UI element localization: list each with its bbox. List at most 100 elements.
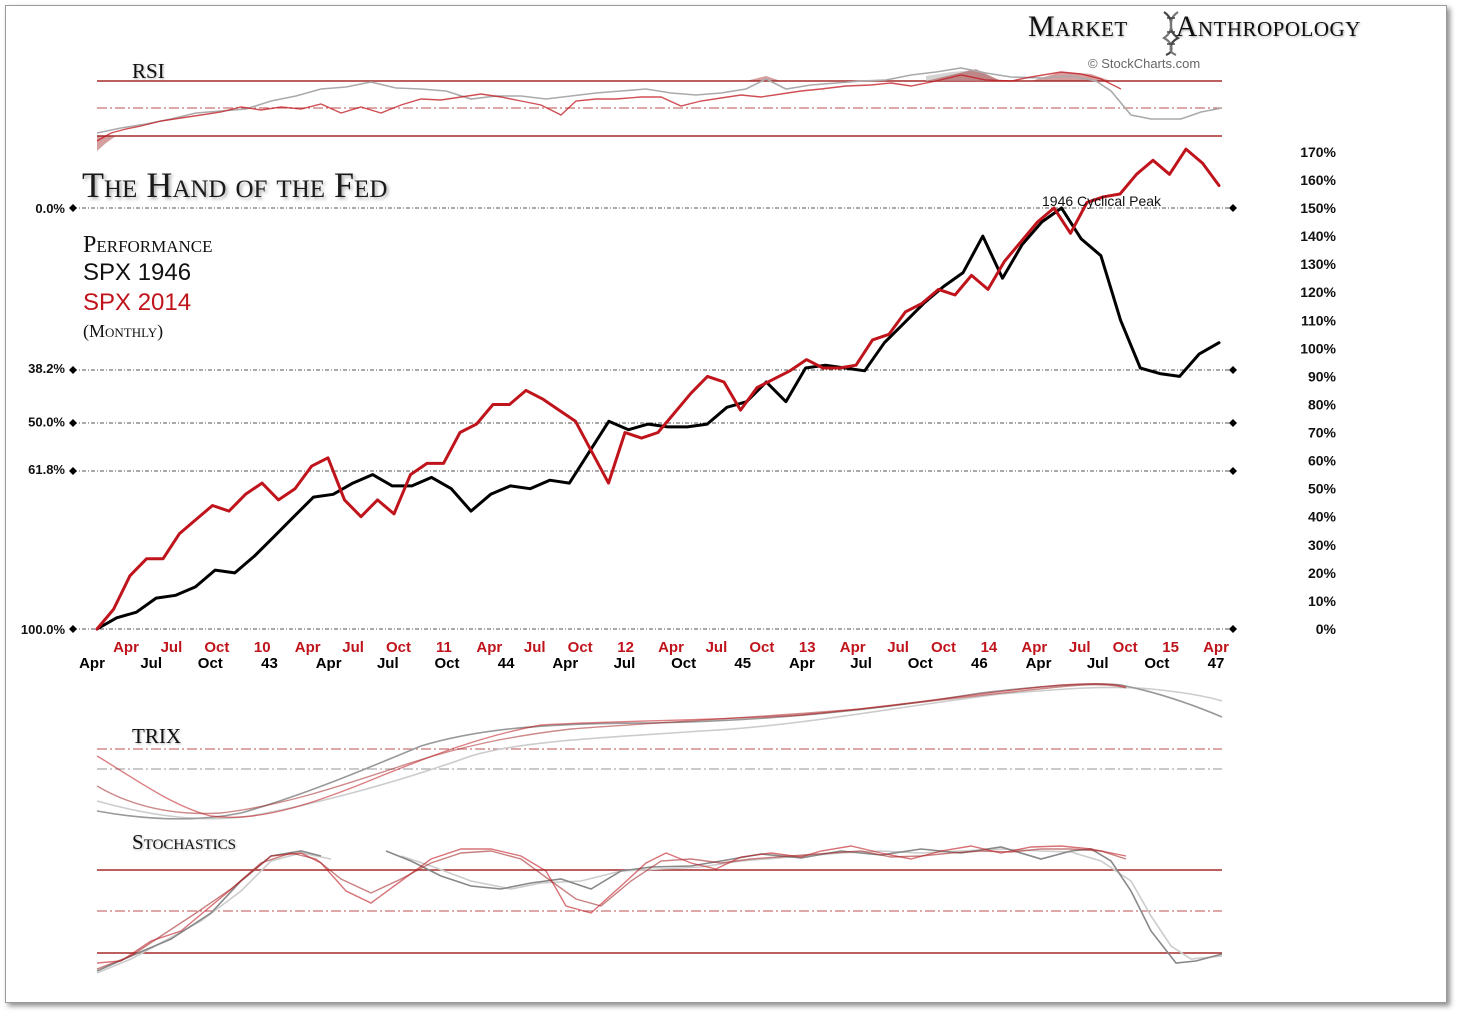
x-axis-1946-label-17: Jul [1087, 655, 1109, 672]
x-axis-2014-label-20: Apr [1021, 639, 1047, 656]
x-axis-2014-label-2: Oct [204, 639, 229, 656]
x-axis-2014-label-6: Oct [386, 639, 411, 656]
x-axis-1946-label-0: Apr [79, 655, 105, 672]
x-axis-1946-label-16: Apr [1026, 655, 1052, 672]
x-axis-2014-label-13: Jul [706, 639, 728, 656]
fib-markers [69, 204, 1237, 633]
x-axis-1946-label-4: Apr [316, 655, 342, 672]
peak-annotation: 1946 Cyclical Peak [1042, 193, 1162, 209]
right-axis-tick-4: 130% [1300, 256, 1336, 272]
x-axis-1946-label-13: Jul [850, 655, 872, 672]
x-axis-2014-label-12: Apr [658, 639, 684, 656]
x-axis-2014-label-17: Jul [887, 639, 909, 656]
x-axis-1946-label-8: Apr [552, 655, 578, 672]
stoch-line-1946 [96, 846, 1223, 972]
x-axis-2014-label-3: 10 [254, 639, 271, 656]
x-axis-2014-label-23: 15 [1162, 639, 1179, 656]
x-axis-2014-label-22: Oct [1113, 639, 1138, 656]
x-axis-1946-label-15: 46 [971, 655, 988, 672]
rsi-label: RSI [132, 59, 165, 83]
fib-label-0: 0.0% [35, 201, 65, 216]
chart-frame: 0.0% 38.2% 50.0% 61.8% 100.0% 170% 160% 150% 14… [5, 5, 1447, 1003]
x-axis-2014-label-14: Oct [749, 639, 774, 656]
right-axis-tick-7: 100% [1300, 340, 1336, 356]
dna-helix-icon [1161, 11, 1181, 56]
legend-performance: Performance [83, 232, 213, 258]
x-axis-2014-label-1: Jul [161, 639, 183, 656]
x-axis-2014-label-10: Oct [568, 639, 593, 656]
right-axis-tick-1: 160% [1300, 172, 1336, 188]
series-line-spx-2014 [95, 147, 1221, 631]
x-axis-2014: Apr Jul Oct 10 Apr Jul Oct 11 Apr Jul Oct 12 Apr Jul O… [113, 639, 1229, 656]
fib-labels: 0.0% 38.2% 50.0% 61.8% 100.0% [21, 201, 66, 637]
x-axis-1946-label-11: 45 [734, 655, 751, 672]
legend-spx-2014: SPX 2014 [83, 289, 192, 316]
fib-lines [73, 207, 1233, 630]
x-axis-1946-label-10: Oct [671, 655, 696, 672]
x-axis-1946-label-3: 43 [261, 655, 278, 672]
trix-line-1946 [96, 683, 1223, 820]
fib-label-1: 38.2% [28, 361, 65, 376]
right-axis-tick-11: 60% [1308, 453, 1337, 469]
x-axis-2014-label-7: 11 [436, 639, 452, 656]
right-axis-tick-6: 110% [1301, 312, 1337, 328]
main-chart: 0.0%38.2%50.0%61.8%100.0% 170%160%150%14… [21, 67, 1337, 974]
fib-label-3: 61.8% [28, 462, 65, 477]
stoch-line-2014-b [96, 848, 1127, 970]
stochastics-panel [96, 845, 1223, 974]
chart-title: The Hand of the Fed [82, 165, 388, 205]
x-axis-1946-label-6: Oct [434, 655, 459, 672]
series-line-spx-1946 [95, 206, 1221, 631]
right-axis-tick-10: 70% [1308, 425, 1337, 441]
fib-label-2: 50.0% [28, 414, 65, 429]
right-axis-tick-9: 80% [1308, 396, 1337, 412]
x-axis-1946-label-2: Oct [198, 655, 223, 672]
x-axis-1946-label-9: Jul [614, 655, 636, 672]
brand-right: Anthropology [1175, 10, 1361, 43]
x-axis-2014-label-15: 13 [799, 639, 816, 656]
trix-line-2014-a [96, 682, 1127, 819]
rsi-panel [96, 67, 1223, 151]
x-axis-2014-label-8: Apr [476, 639, 502, 656]
right-axis-tick-16: 10% [1308, 593, 1337, 609]
right-axis-tick-13: 40% [1308, 509, 1337, 525]
brand-left: Market [1028, 10, 1128, 43]
x-axis-2014-label-19: 14 [981, 639, 998, 656]
right-axis-tick-8: 90% [1308, 368, 1337, 384]
x-axis-2014-label-18: Oct [931, 639, 956, 656]
x-axis-2014-label-21: Jul [1069, 639, 1091, 656]
right-axis: 170% 160% 150% 140% 130% 120% 110% 100% 90% 80% 70… [1300, 144, 1336, 637]
x-axis-1946-label-7: 44 [498, 655, 515, 672]
x-axis-2014-label-4: Apr [295, 639, 321, 656]
right-axis-tick-2: 150% [1300, 200, 1336, 216]
right-axis-tick-17: 0% [1316, 621, 1337, 637]
series-layer [95, 147, 1221, 631]
x-axis-1946-label-12: Apr [789, 655, 815, 672]
x-axis-2014-label-16: Apr [840, 639, 866, 656]
trix-line-1946-signal [96, 686, 1223, 820]
right-axis-tick-14: 30% [1308, 537, 1337, 553]
x-axis-1946-label-5: Jul [377, 655, 399, 672]
x-axis-2014-label-5: Jul [342, 639, 364, 656]
trix-label: TRIX [132, 724, 181, 748]
right-axis-tick-3: 140% [1300, 228, 1336, 244]
stochastics-label: Stochastics [132, 830, 236, 854]
legend-frequency: (Monthly) [83, 321, 164, 341]
right-axis-tick-0: 170% [1300, 144, 1336, 160]
rsi-line-2014 [96, 71, 1122, 142]
x-axis-1946-label-1: Jul [140, 655, 162, 672]
fib-label-4: 100.0% [21, 622, 66, 637]
right-axis-tick-12: 50% [1308, 481, 1337, 497]
trix-line-2014-b [96, 683, 1127, 815]
trix-panel [96, 682, 1223, 820]
copyright-text: © StockCharts.com [1088, 56, 1201, 71]
rsi-line-1946 [96, 67, 1223, 134]
stoch-line-2014-a [96, 845, 1127, 964]
x-axis-2014-label-11: 12 [617, 639, 634, 656]
x-axis-2014-label-24: Apr [1203, 639, 1229, 656]
x-axis-1946-label-18: Oct [1144, 655, 1169, 672]
x-axis-1946-label-14: Oct [908, 655, 933, 672]
x-axis-2014-label-0: Apr [113, 639, 139, 656]
legend-spx-1946: SPX 1946 [83, 259, 192, 286]
x-axis-1946: Apr Jul Oct 43 Apr Jul Oct 44 Apr Jul Oct 45 Apr Jul O… [79, 655, 1224, 672]
